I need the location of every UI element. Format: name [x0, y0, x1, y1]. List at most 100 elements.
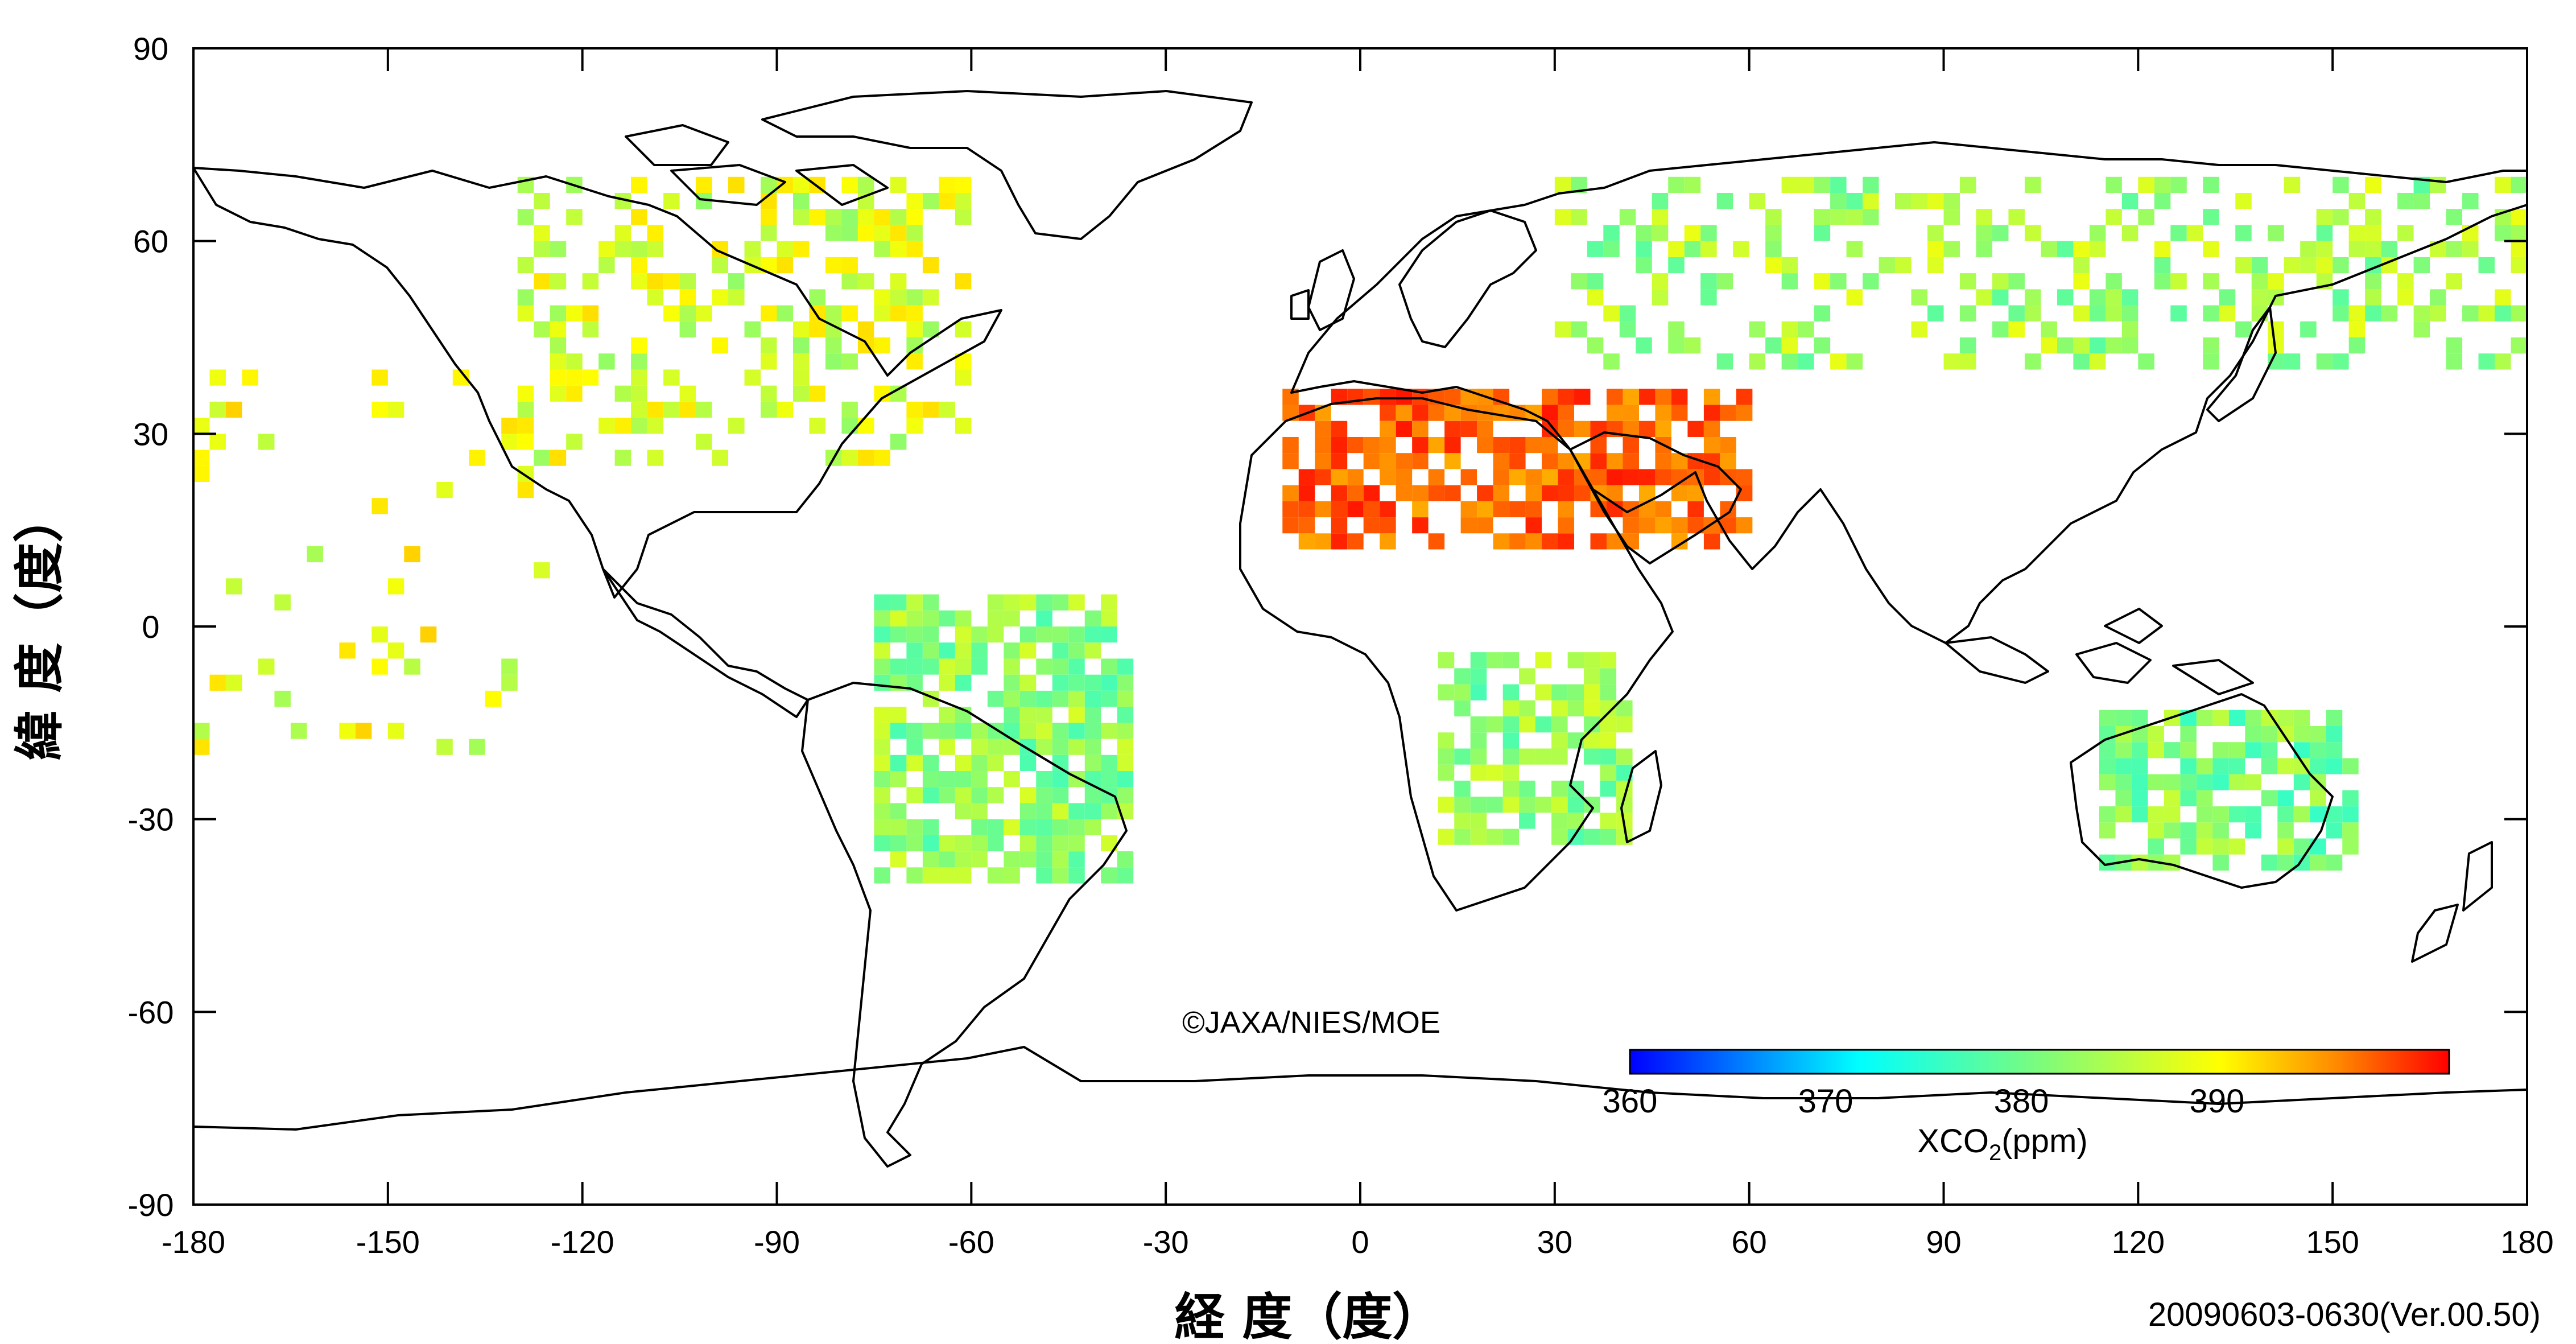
- xco2-data-cell: [1315, 533, 1331, 550]
- xco2-data-cell: [922, 819, 939, 835]
- xco2-data-cell: [1019, 851, 1037, 868]
- xco2-data-cell: [1084, 674, 1101, 691]
- xco2-data-layer: [193, 176, 2527, 884]
- xco2-data-cell: [971, 819, 988, 835]
- xco2-data-cell: [371, 626, 388, 643]
- xco2-data-cell: [1927, 225, 1944, 241]
- xco2-data-cell: [1638, 501, 1656, 518]
- xco2-data-cell: [1700, 289, 1717, 306]
- xco2-data-cell: [2511, 257, 2527, 274]
- xco2-data-cell: [1959, 273, 1976, 290]
- xco2-data-cell: [874, 835, 890, 852]
- xco2-data-cell: [2365, 289, 2381, 306]
- xco2-data-cell: [2268, 273, 2284, 290]
- xco2-data-cell: [1438, 828, 1455, 845]
- xco2-data-cell: [1720, 517, 1736, 534]
- xco2-data-cell: [1846, 353, 1863, 370]
- xco2-data-cell: [1460, 420, 1477, 437]
- xco2-data-cell: [274, 594, 291, 611]
- x-tick-label: 60: [1732, 1224, 1767, 1260]
- xco2-data-cell: [1084, 690, 1101, 707]
- xco2-data-cell: [1502, 828, 1520, 845]
- xco2-data-cell: [679, 385, 696, 402]
- xco2-data-cell: [2413, 257, 2430, 274]
- x-tick-label: -30: [1143, 1224, 1189, 1260]
- xco2-data-cell: [1444, 389, 1461, 405]
- xco2-data-cell: [2099, 806, 2116, 823]
- xco2-data-cell: [987, 755, 1004, 771]
- xco2-data-cell: [2164, 790, 2181, 807]
- xco2-data-cell: [1830, 209, 1847, 225]
- xco2-data-cell: [2099, 742, 2116, 758]
- xco2-data-cell: [1068, 835, 1085, 852]
- xco2-data-cell: [566, 369, 583, 386]
- xco2-data-cell: [1687, 501, 1704, 518]
- xco2-data-cell: [2462, 305, 2479, 321]
- xco2-data-cell: [712, 289, 729, 306]
- xco2-data-cell: [2277, 822, 2294, 839]
- xco2-data-cell: [1438, 764, 1455, 781]
- xco2-data-cell: [1477, 485, 1493, 501]
- xco2-data-cell: [1509, 501, 1526, 518]
- colorbar: [1629, 1049, 2450, 1075]
- xco2-data-cell: [2212, 742, 2229, 758]
- xco2-data-cell: [1525, 485, 1542, 501]
- xco2-data-cell: [2138, 176, 2154, 193]
- xco2-data-cell: [1509, 453, 1526, 469]
- xco2-data-cell: [2333, 209, 2349, 225]
- xco2-data-cell: [2511, 225, 2527, 241]
- xco2-data-cell: [1781, 321, 1798, 337]
- xco2-data-cell: [1652, 225, 1669, 241]
- xco2-data-cell: [1668, 257, 1685, 274]
- xco2-data-cell: [1976, 241, 1992, 257]
- xco2-data-cell: [971, 723, 988, 739]
- xco2-data-cell: [890, 209, 907, 225]
- xco2-data-cell: [1600, 668, 1617, 685]
- xco2-data-cell: [1927, 193, 1944, 209]
- xco2-data-cell: [371, 498, 388, 514]
- xco2-data-cell: [2333, 353, 2349, 370]
- xco2-data-cell: [1298, 469, 1315, 485]
- xco2-data-cell: [1487, 764, 1503, 781]
- xco2-data-cell: [1502, 700, 1520, 717]
- xco2-data-cell: [534, 562, 550, 579]
- xco2-data-cell: [1668, 241, 1685, 257]
- xco2-data-cell: [1454, 748, 1471, 765]
- xco2-data-cell: [825, 257, 842, 274]
- xco2-data-cell: [1655, 501, 1671, 518]
- xco2-data-cell: [955, 610, 972, 626]
- xco2-data-cell: [2446, 353, 2463, 370]
- xco2-data-cell: [874, 241, 890, 257]
- xco2-data-cell: [1655, 405, 1671, 421]
- xco2-data-cell: [1380, 517, 1396, 534]
- xco2-data-cell: [1493, 436, 1510, 454]
- xco2-data-cell: [2326, 822, 2343, 839]
- xco2-data-cell: [857, 418, 874, 434]
- xco2-data-cell: [2154, 193, 2171, 209]
- xco2-data-cell: [2180, 725, 2197, 743]
- xco2-data-cell: [2348, 241, 2366, 257]
- xco2-data-cell: [1396, 485, 1413, 501]
- xco2-data-cell: [1959, 337, 1976, 354]
- xco2-data-cell: [2300, 241, 2317, 257]
- xco2-data-cell: [1117, 658, 1134, 675]
- xco2-data-cell: [2089, 305, 2106, 321]
- x-axis-title: 経 度（度）: [1175, 1288, 1443, 1344]
- xco2-data-cell: [1765, 209, 1782, 225]
- xco2-data-cell: [469, 739, 485, 755]
- xco2-data-cell: [2462, 241, 2479, 257]
- xco2-data-cell: [1781, 353, 1798, 370]
- xco2-data-cell: [1959, 176, 1976, 193]
- xco2-data-cell: [1558, 533, 1575, 550]
- xco2-data-cell: [1571, 209, 1587, 225]
- colorbar-tick-labels: 360 370 380 390: [1603, 1083, 2245, 1120]
- xco2-data-cell: [631, 241, 647, 257]
- xco2-data-cell: [1454, 700, 1471, 717]
- xco2-data-cell: [955, 835, 972, 852]
- xco2-data-cell: [906, 241, 923, 257]
- xco2-data-cell: [1846, 209, 1863, 225]
- coastline-eurasia: [1290, 141, 2528, 644]
- xco2-data-cell: [2073, 273, 2090, 290]
- xco2-data-cell: [1460, 501, 1477, 518]
- xco2-data-cell: [1470, 828, 1487, 845]
